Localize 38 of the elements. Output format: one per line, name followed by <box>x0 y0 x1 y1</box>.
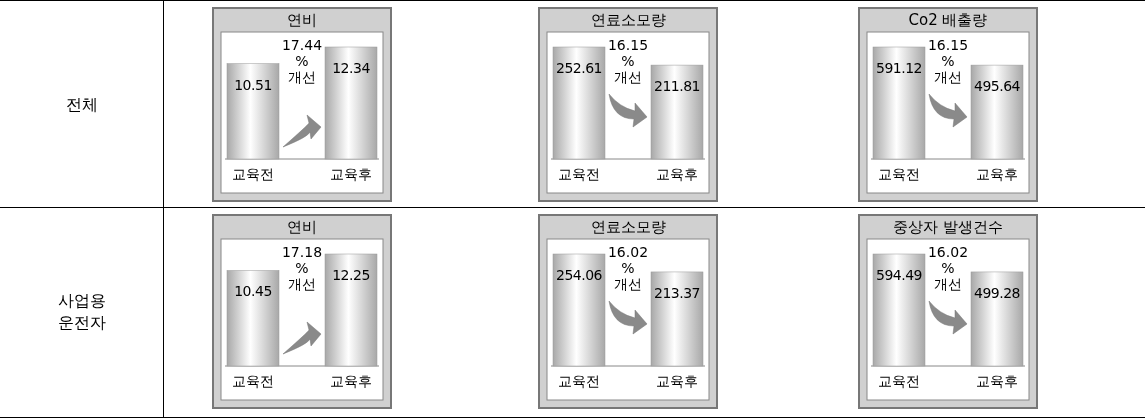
x-tick-label: 교육전 <box>878 373 920 389</box>
chart-title: 연료소모량 <box>590 11 666 29</box>
annotation: 16.02 % 개선 <box>927 244 969 292</box>
chart-title: 연비 <box>287 11 317 29</box>
data-label: 594.49 <box>876 267 922 283</box>
x-tick-label: 교육후 <box>330 166 372 182</box>
data-label: 499.28 <box>974 284 1020 301</box>
text: 사업용 운전자 <box>58 290 106 332</box>
data-label: 10.51 <box>234 76 272 93</box>
x-tick-label: 교육전 <box>558 373 600 389</box>
annotation: 16.15 % 개선 <box>927 37 969 85</box>
data-label: 12.25 <box>332 267 370 283</box>
x-tick-label: 교육후 <box>976 373 1018 389</box>
annotation: 16.15 % 개선 <box>607 37 649 85</box>
x-tick-label: 교육후 <box>976 166 1018 182</box>
chart-title: 연비 <box>287 218 317 236</box>
data-label: 495.64 <box>974 78 1021 95</box>
data-label: 213.37 <box>654 284 700 301</box>
x-tick-label: 교육전 <box>232 373 274 389</box>
data-label: 252.61 <box>556 60 602 76</box>
data-label: 10.45 <box>234 283 272 300</box>
data-label: 254.06 <box>556 267 603 283</box>
chart-title: Co2 배출량 <box>908 11 988 29</box>
x-tick-label: 교육전 <box>878 166 920 182</box>
x-tick-label: 교육후 <box>656 166 698 182</box>
chart-title: 중상자 발생건수 <box>893 218 1003 236</box>
chart-title: 연료소모량 <box>590 218 666 236</box>
data-label: 211.81 <box>654 78 700 95</box>
x-tick-label: 교육전 <box>558 166 600 182</box>
annotation: 17.18 % 개선 <box>281 244 323 292</box>
data-label: 12.34 <box>332 60 371 76</box>
x-tick-label: 교육후 <box>656 373 698 389</box>
annotation: 16.02 % 개선 <box>607 244 649 292</box>
x-tick-label: 교육후 <box>330 373 372 389</box>
x-tick-label: 교육전 <box>232 166 274 182</box>
data-label: 591.12 <box>876 60 922 76</box>
text: 전체 <box>66 94 98 114</box>
annotation: 17.44 % 개선 <box>281 37 323 85</box>
